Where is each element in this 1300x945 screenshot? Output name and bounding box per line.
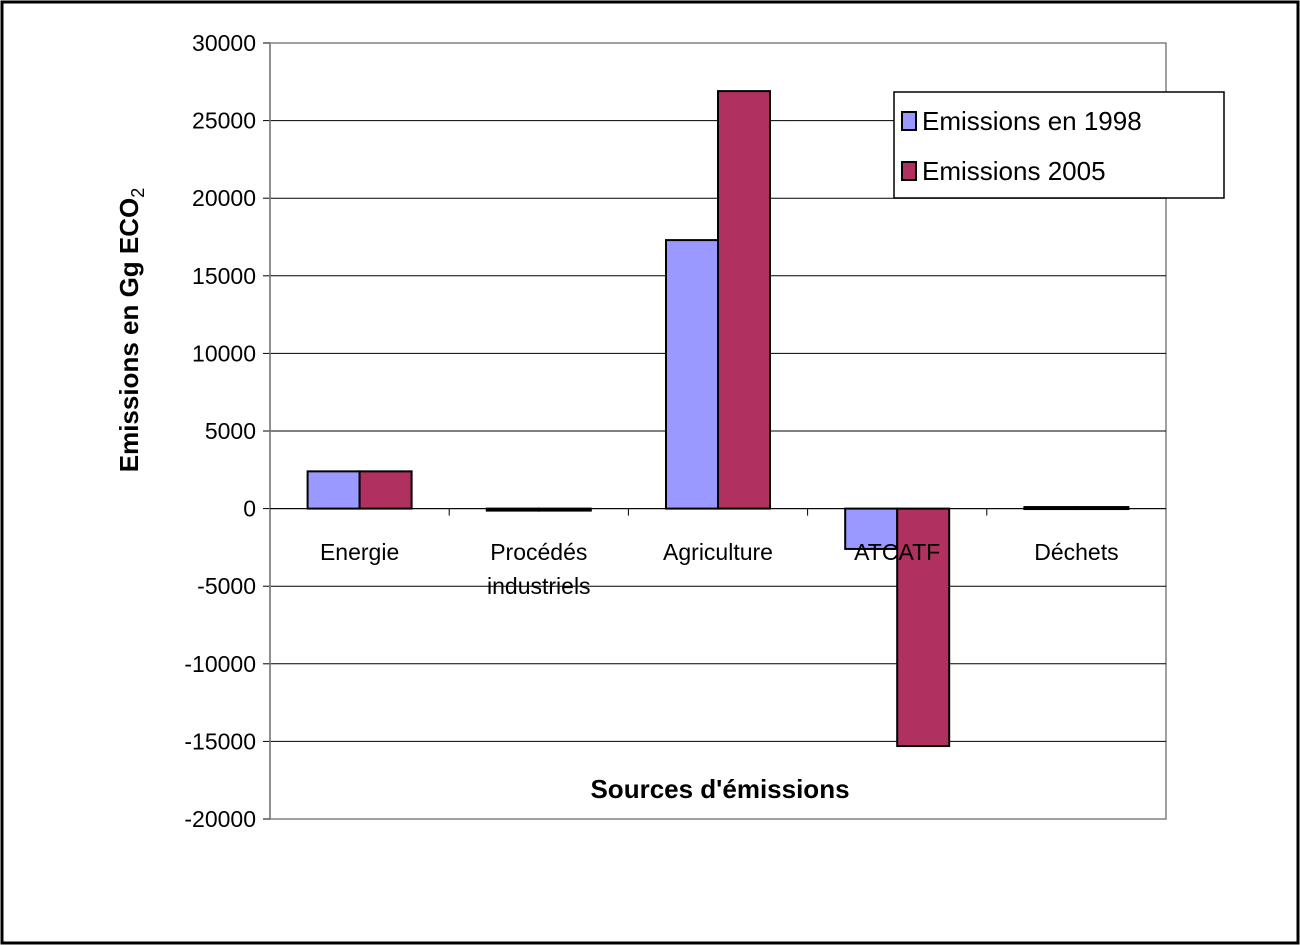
y-axis-label-main: Emissions en Gg ECO [114, 198, 144, 473]
x-tick-label: Déchets [1034, 539, 1118, 565]
bar-series-1 [306, 470, 361, 510]
legend-swatch [901, 161, 917, 181]
x-tick-label: Energie [320, 539, 399, 565]
x-tick-label: ATCATF [854, 539, 940, 565]
x-tick-label-line: ATCATF [854, 539, 940, 565]
legend-label: Emissions 2005 [922, 156, 1106, 186]
bar-series-2 [358, 470, 413, 510]
x-tick-label-line: industriels [487, 573, 591, 599]
y-tick-label: -10000 [184, 651, 256, 677]
x-tick-label: Agriculture [663, 539, 773, 565]
legend: Emissions en 1998 Emissions 2005 [893, 91, 1225, 199]
bar-series-1 [665, 239, 719, 510]
bar-series-2 [717, 90, 771, 510]
y-tick-label: 10000 [192, 340, 256, 366]
y-tick-label: -20000 [184, 806, 256, 832]
x-tick-label-line: Déchets [1034, 539, 1118, 565]
legend-swatch [901, 111, 917, 131]
y-axis-label-subscript: 2 [128, 188, 148, 198]
y-tick-label: -15000 [184, 728, 256, 754]
legend-label: Emissions en 1998 [922, 106, 1142, 136]
legend-box [893, 91, 1225, 199]
y-tick-label: 20000 [192, 185, 256, 211]
y-tick-label: 25000 [192, 108, 256, 134]
x-tick-label-line: Procédés [490, 539, 587, 565]
y-tick-label: -5000 [197, 573, 256, 599]
x-tick-label: Procédés industriels [487, 539, 591, 599]
x-tick-label-line: Energie [320, 539, 399, 565]
y-axis-label: Emissions en Gg ECO2 [114, 188, 148, 473]
y-tick-label: 30000 [192, 30, 256, 56]
plot-area: 30000 25000 20000 15000 10000 5000 0 -5000 -1000… [184, 30, 1167, 832]
x-tick-label-line: Agriculture [663, 539, 773, 565]
y-tick-label: 0 [243, 496, 256, 522]
y-tick-label: 5000 [205, 418, 256, 444]
x-axis-label: Sources d'émissions [590, 774, 849, 804]
y-tick-label: 15000 [192, 263, 256, 289]
